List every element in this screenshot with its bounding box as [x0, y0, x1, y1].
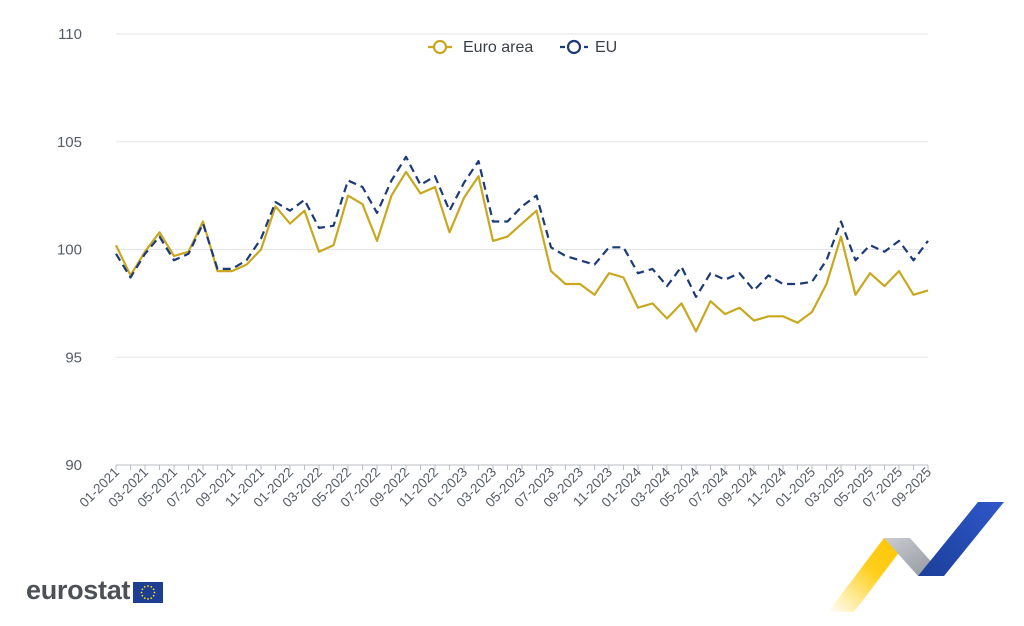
legend-label-euro-area: Euro area: [463, 39, 533, 56]
eu-flag-icon: [133, 581, 164, 603]
y-tick-label: 95: [65, 349, 82, 366]
gridlines: [116, 33, 928, 466]
y-tick-label: 90: [65, 457, 82, 474]
y-tick-label: 110: [58, 26, 82, 43]
legend-marker-euro-area: [432, 39, 448, 55]
flag-star: [152, 594, 155, 597]
y-tick-label: 105: [57, 134, 82, 151]
legend-marker-eu: [566, 39, 582, 55]
legend: Euro area EU: [428, 39, 617, 56]
flag-star: [153, 591, 156, 593]
series-line-eu: [115, 155, 929, 298]
brand-name: eurostat: [26, 575, 131, 605]
x-axis: 01-202103-202105-202107-202109-202111-20…: [76, 464, 934, 510]
flag-star: [143, 585, 146, 588]
eurostat-logo: eurostat: [26, 575, 164, 606]
ribbon-arrow-icon: [828, 502, 1004, 612]
flag-star: [150, 596, 153, 599]
legend-item-euro-area[interactable]: Euro area: [428, 39, 533, 56]
flag-star: [140, 591, 143, 593]
legend-item-eu[interactable]: EU: [560, 39, 617, 56]
flag-star: [152, 587, 155, 590]
y-tick-label: 100: [57, 242, 82, 259]
series-lines: [115, 155, 929, 333]
flag-star: [147, 597, 150, 600]
series-line-euro-area: [115, 170, 929, 333]
legend-label-eu: EU: [595, 39, 617, 56]
flag-star: [147, 584, 150, 587]
flag-star: [141, 587, 144, 590]
y-axis: 90 95 100 105 110: [57, 26, 82, 474]
flag-star: [143, 596, 146, 599]
flag-star: [141, 594, 144, 597]
flag-star: [150, 585, 153, 588]
